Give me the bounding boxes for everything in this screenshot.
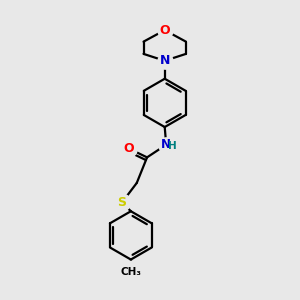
Text: H: H xyxy=(168,141,177,151)
Text: N: N xyxy=(161,138,171,151)
Text: N: N xyxy=(160,54,170,67)
Text: O: O xyxy=(159,24,170,37)
Text: CH₃: CH₃ xyxy=(120,267,141,277)
Text: O: O xyxy=(124,142,134,155)
Text: S: S xyxy=(118,196,127,209)
